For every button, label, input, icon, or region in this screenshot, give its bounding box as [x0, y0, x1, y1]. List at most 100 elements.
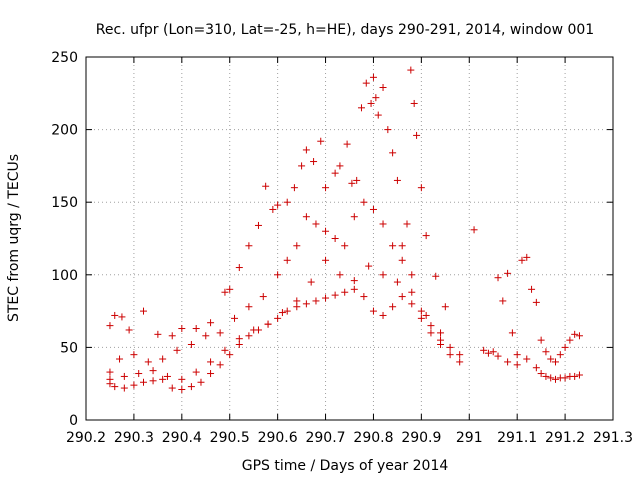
data-point	[350, 213, 358, 221]
data-point	[231, 314, 239, 322]
data-point	[432, 272, 440, 280]
data-point	[374, 111, 382, 119]
data-point	[575, 371, 583, 379]
data-point	[398, 242, 406, 250]
y-axis-label: STEC from uqrg / TECUs	[6, 154, 22, 322]
data-point	[178, 386, 186, 394]
data-point	[446, 343, 454, 351]
data-point	[259, 293, 267, 301]
data-point	[518, 256, 526, 264]
data-point	[417, 314, 425, 322]
data-point	[389, 242, 397, 250]
data-point	[118, 313, 126, 321]
data-point	[341, 288, 349, 296]
data-point	[343, 140, 351, 148]
data-point	[571, 372, 579, 380]
data-point	[283, 256, 291, 264]
data-point	[362, 79, 370, 87]
data-point	[528, 285, 536, 293]
data-point	[417, 307, 425, 315]
x-tick-label: 290.7	[305, 430, 345, 446]
data-point	[163, 372, 171, 380]
data-point	[389, 303, 397, 311]
x-tick-label: 291	[456, 430, 483, 446]
data-point	[245, 303, 253, 311]
data-point	[111, 311, 119, 319]
data-point	[341, 242, 349, 250]
data-point	[106, 368, 114, 376]
data-point	[207, 358, 215, 366]
data-point	[408, 288, 416, 296]
data-point	[494, 274, 502, 282]
data-point	[494, 352, 502, 360]
data-point	[331, 291, 339, 299]
data-point	[226, 351, 234, 359]
data-point	[360, 198, 368, 206]
data-point	[393, 278, 401, 286]
data-point	[575, 332, 583, 340]
data-point	[187, 383, 195, 391]
y-tick-label: 250	[51, 50, 78, 66]
data-point	[322, 294, 330, 302]
data-point	[317, 137, 325, 145]
data-point	[372, 94, 380, 102]
data-point	[561, 374, 569, 382]
data-point	[278, 309, 286, 317]
data-point	[422, 311, 430, 319]
data-point	[221, 346, 229, 354]
data-point	[331, 169, 339, 177]
x-tick-label: 291.1	[497, 430, 537, 446]
y-tick-label: 150	[51, 195, 78, 211]
data-point	[537, 336, 545, 344]
data-point	[178, 375, 186, 383]
data-point	[379, 311, 387, 319]
data-point	[384, 126, 392, 134]
data-point	[312, 297, 320, 305]
data-point	[235, 264, 243, 272]
data-point	[168, 384, 176, 392]
data-point	[216, 361, 224, 369]
data-point	[398, 293, 406, 301]
data-point	[427, 329, 435, 337]
data-point	[245, 332, 253, 340]
data-point	[504, 269, 512, 277]
data-point	[207, 319, 215, 327]
data-point	[226, 285, 234, 293]
data-point	[348, 179, 356, 187]
data-point	[307, 278, 315, 286]
data-point	[154, 330, 162, 338]
data-point	[159, 355, 167, 363]
data-point	[542, 348, 550, 356]
data-point	[480, 346, 488, 354]
data-point	[159, 375, 167, 383]
data-point	[106, 322, 114, 330]
data-point	[264, 320, 272, 328]
data-point	[221, 288, 229, 296]
data-point	[106, 375, 114, 383]
data-point	[379, 220, 387, 228]
data-point	[262, 182, 270, 190]
data-point	[523, 253, 531, 261]
data-point	[489, 348, 497, 356]
data-point	[379, 271, 387, 279]
x-tick-label: 290.9	[401, 430, 441, 446]
y-tick-label: 200	[51, 123, 78, 139]
data-point	[283, 198, 291, 206]
x-tick-label: 290.4	[162, 430, 202, 446]
data-point	[173, 346, 181, 354]
x-tick-label: 291.2	[545, 430, 585, 446]
data-point	[360, 293, 368, 301]
data-point	[336, 271, 344, 279]
data-point	[130, 351, 138, 359]
data-point	[216, 329, 224, 337]
data-point	[417, 184, 425, 192]
data-point	[547, 355, 555, 363]
data-point	[331, 235, 339, 242]
data-point	[197, 378, 205, 386]
data-point	[207, 370, 215, 378]
data-points	[106, 66, 583, 394]
data-point	[250, 326, 258, 334]
data-point	[125, 326, 133, 334]
